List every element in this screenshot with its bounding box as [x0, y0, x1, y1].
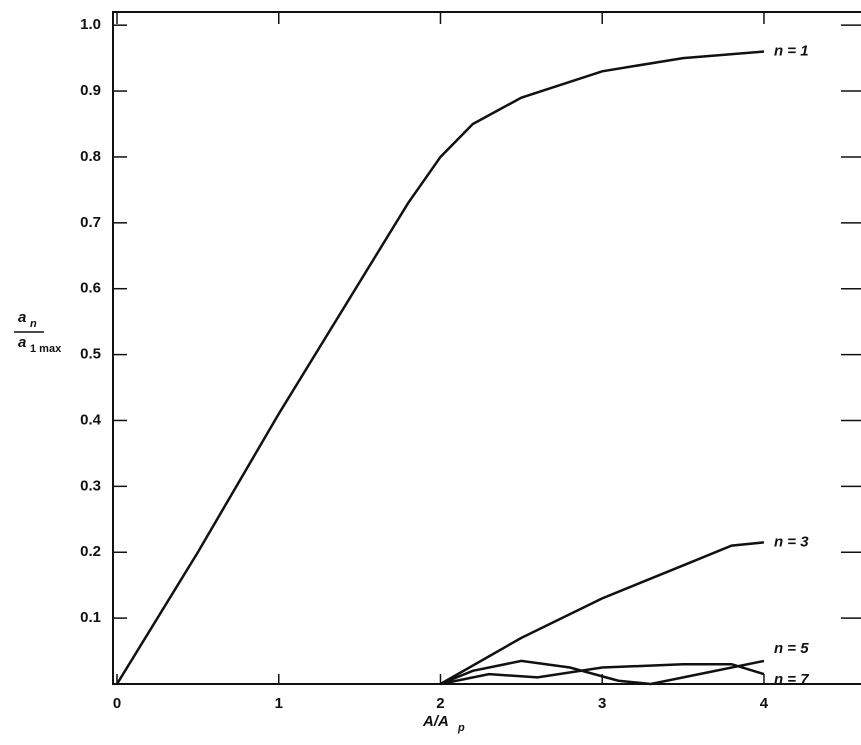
series-label: n = 3	[774, 533, 809, 550]
y-tick-label: 0.6	[80, 280, 101, 297]
y-label-top-sub: n	[30, 318, 37, 330]
y-tick-label: 0.1	[80, 609, 101, 626]
y-tick-label: 0.7	[80, 214, 101, 231]
x-axis-label: A/A p	[422, 713, 465, 734]
series-line	[117, 52, 764, 684]
x-tick-label: 0	[113, 695, 121, 712]
x-tick-label: 4	[760, 695, 769, 712]
x-label-sub: p	[457, 722, 465, 734]
y-tick-label: 0.5	[80, 346, 101, 363]
plot-frame	[113, 12, 861, 684]
y-tick-label: 0.4	[80, 411, 102, 428]
x-label: A/A	[422, 713, 449, 730]
y-tick-label: 0.2	[80, 543, 101, 560]
y-axis-label: a n a 1 max	[14, 309, 62, 355]
y-tick-label: 0.3	[80, 477, 101, 494]
x-tick-label: 2	[436, 695, 444, 712]
y-tick-label: 0.9	[80, 82, 101, 99]
y-tick-label: 1.0	[80, 16, 101, 33]
y-label-bottom: a	[18, 334, 26, 351]
y-tick-label: 0.8	[80, 148, 101, 165]
series-label: n = 1	[774, 42, 809, 59]
series-label: n = 7	[774, 671, 809, 688]
x-tick-label: 1	[275, 695, 283, 712]
series-label: n = 5	[774, 640, 809, 657]
x-tick-label: 3	[598, 695, 606, 712]
page: a n a 1 max A/A p 0.1 0.2 0.3 0.4 0.5 0.6 0.7 0…	[0, 0, 861, 740]
series-line	[440, 542, 763, 684]
y-label-top: a	[18, 309, 26, 326]
y-label-bottom-sub: 1 max	[30, 343, 62, 355]
chart: a n a 1 max A/A p 0.1 0.2 0.3 0.4 0.5 0.6 0.7 0…	[0, 0, 861, 740]
